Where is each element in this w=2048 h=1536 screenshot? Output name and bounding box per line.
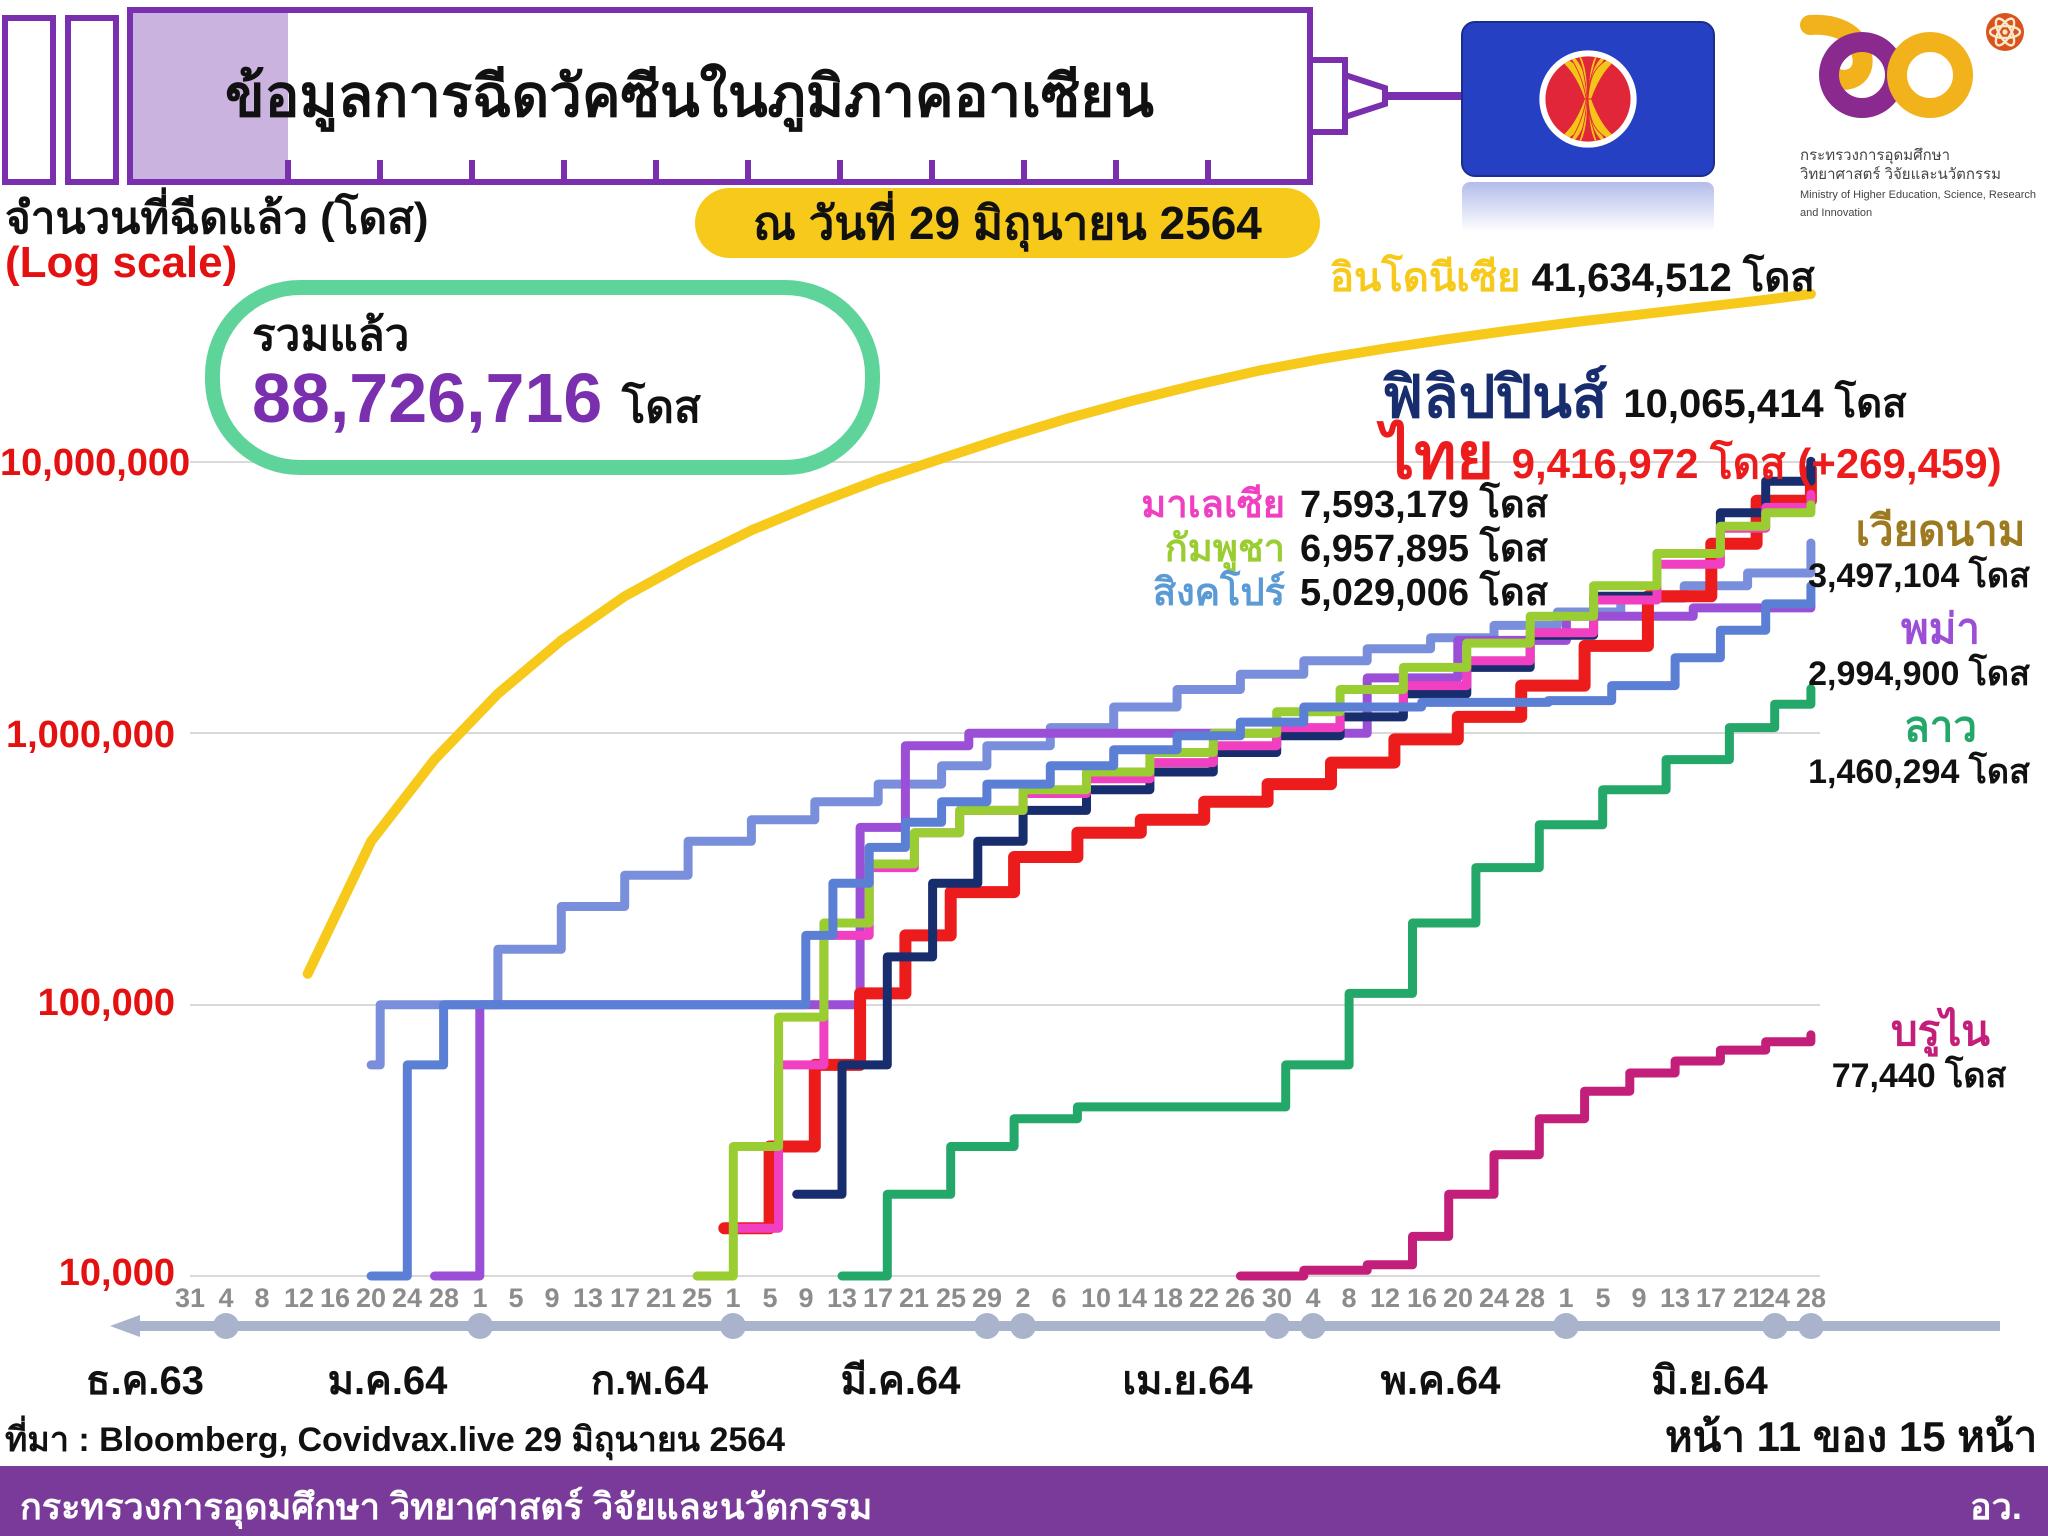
svg-text:13: 13 — [827, 1283, 857, 1313]
svg-text:20: 20 — [356, 1283, 386, 1313]
svg-text:12: 12 — [284, 1283, 314, 1313]
svg-text:21: 21 — [646, 1283, 676, 1313]
svg-text:18: 18 — [1153, 1283, 1183, 1313]
svg-text:22: 22 — [1189, 1283, 1219, 1313]
svg-text:24: 24 — [1479, 1283, 1509, 1313]
svg-text:21: 21 — [899, 1283, 929, 1313]
svg-text:25: 25 — [682, 1283, 712, 1313]
svg-text:2: 2 — [1015, 1283, 1030, 1313]
svg-text:16: 16 — [1407, 1283, 1437, 1313]
svg-text:10: 10 — [1081, 1283, 1111, 1313]
svg-text:1: 1 — [472, 1283, 487, 1313]
svg-text:9: 9 — [798, 1283, 813, 1313]
svg-text:26: 26 — [1225, 1283, 1255, 1313]
svg-text:28: 28 — [1796, 1283, 1826, 1313]
svg-text:31: 31 — [175, 1283, 205, 1313]
svg-text:17: 17 — [1696, 1283, 1726, 1313]
svg-text:1: 1 — [725, 1283, 740, 1313]
svg-text:24: 24 — [392, 1283, 422, 1313]
svg-text:25: 25 — [936, 1283, 966, 1313]
svg-text:28: 28 — [1515, 1283, 1545, 1313]
svg-text:9: 9 — [544, 1283, 559, 1313]
svg-text:6: 6 — [1051, 1283, 1066, 1313]
svg-text:16: 16 — [320, 1283, 350, 1313]
svg-text:17: 17 — [863, 1283, 893, 1313]
svg-text:24: 24 — [1760, 1283, 1790, 1313]
svg-text:13: 13 — [1660, 1283, 1690, 1313]
svg-text:8: 8 — [1341, 1283, 1356, 1313]
svg-text:1: 1 — [1558, 1283, 1573, 1313]
svg-text:29: 29 — [972, 1283, 1002, 1313]
svg-text:9: 9 — [1631, 1283, 1646, 1313]
svg-text:4: 4 — [1305, 1283, 1320, 1313]
svg-text:13: 13 — [573, 1283, 603, 1313]
svg-text:5: 5 — [762, 1283, 777, 1313]
svg-text:8: 8 — [254, 1283, 269, 1313]
svg-text:28: 28 — [429, 1283, 459, 1313]
svg-text:21: 21 — [1733, 1283, 1763, 1313]
svg-text:20: 20 — [1443, 1283, 1473, 1313]
svg-text:17: 17 — [610, 1283, 640, 1313]
svg-text:4: 4 — [218, 1283, 233, 1313]
svg-text:12: 12 — [1370, 1283, 1400, 1313]
svg-text:5: 5 — [508, 1283, 523, 1313]
svg-text:14: 14 — [1117, 1283, 1147, 1313]
svg-text:5: 5 — [1595, 1283, 1610, 1313]
svg-text:30: 30 — [1262, 1283, 1292, 1313]
